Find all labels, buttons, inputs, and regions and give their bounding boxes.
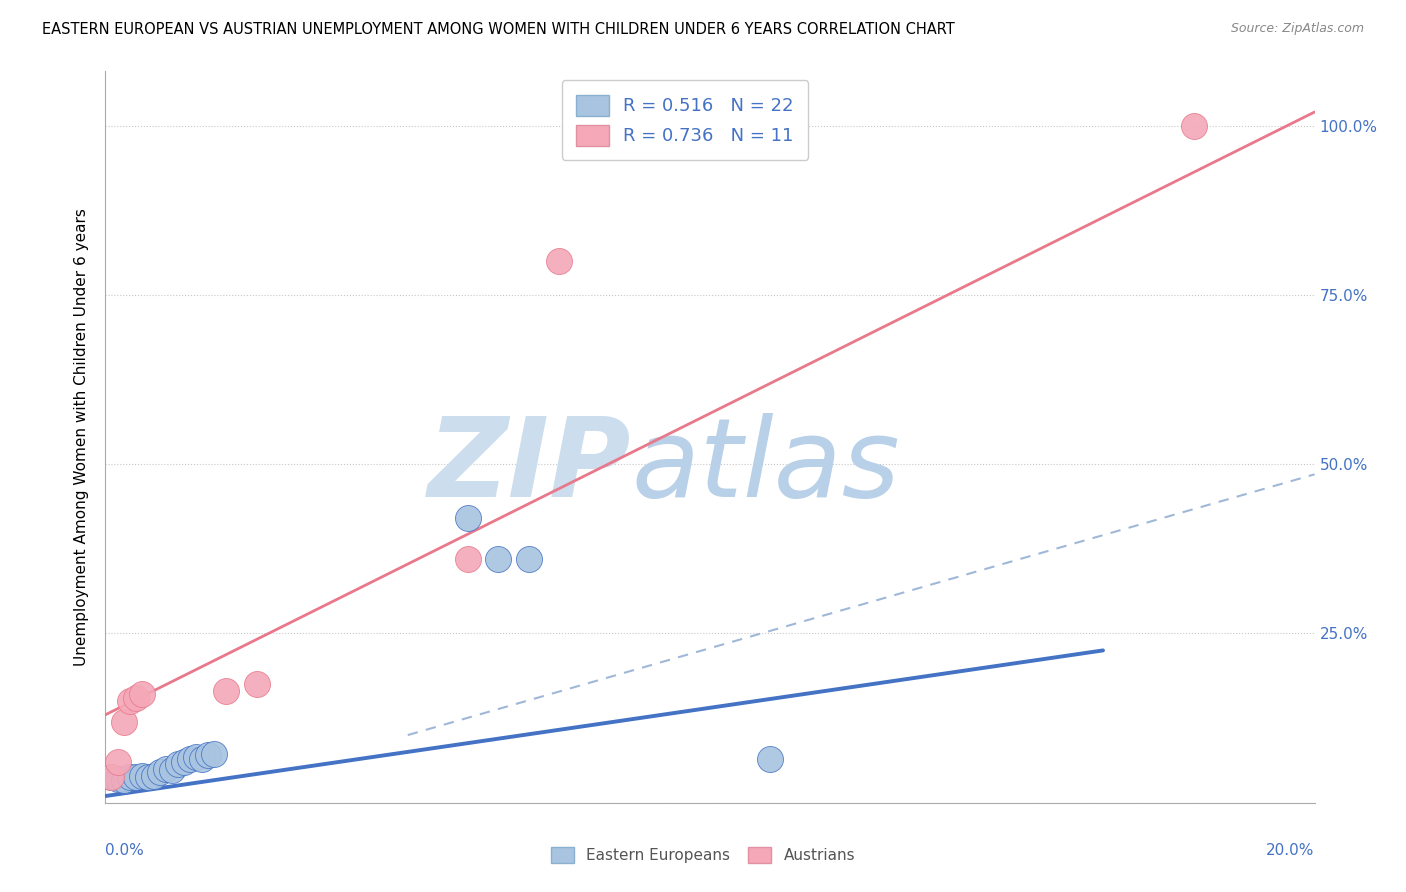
Point — [100, 770, 122, 784]
Point — [759, 752, 782, 766]
Text: Source: ZipAtlas.com: Source: ZipAtlas.com — [1230, 22, 1364, 36]
Point — [160, 764, 183, 778]
Point — [488, 552, 510, 566]
Point — [125, 690, 148, 705]
Point — [149, 765, 172, 780]
Text: atlas: atlas — [631, 413, 900, 520]
Text: 0.0%: 0.0% — [105, 843, 145, 858]
Point — [191, 752, 214, 766]
Point — [142, 769, 165, 783]
Point — [131, 688, 153, 702]
Point — [112, 714, 135, 729]
Point — [107, 755, 129, 769]
Point — [246, 677, 269, 691]
Point — [107, 772, 129, 786]
Point — [186, 749, 208, 764]
Point — [167, 756, 190, 771]
Point — [136, 770, 159, 784]
Point — [118, 770, 141, 784]
Text: ZIP: ZIP — [427, 413, 631, 520]
Point — [517, 552, 540, 566]
Point — [118, 694, 141, 708]
Point — [457, 511, 479, 525]
Legend: Eastern Europeans, Austrians: Eastern Europeans, Austrians — [543, 839, 863, 871]
Point — [131, 769, 153, 783]
Y-axis label: Unemployment Among Women with Children Under 6 years: Unemployment Among Women with Children U… — [75, 208, 90, 666]
Point — [179, 752, 201, 766]
Legend: R = 0.516   N = 22, R = 0.736   N = 11: R = 0.516 N = 22, R = 0.736 N = 11 — [562, 80, 808, 160]
Point — [202, 747, 225, 761]
Point — [197, 748, 219, 763]
Point — [173, 755, 195, 769]
Text: EASTERN EUROPEAN VS AUSTRIAN UNEMPLOYMENT AMONG WOMEN WITH CHILDREN UNDER 6 YEAR: EASTERN EUROPEAN VS AUSTRIAN UNEMPLOYMEN… — [42, 22, 955, 37]
Point — [215, 684, 238, 698]
Point — [100, 770, 122, 784]
Point — [457, 552, 479, 566]
Point — [548, 254, 571, 268]
Point — [1182, 119, 1205, 133]
Point — [112, 773, 135, 788]
Point — [125, 770, 148, 784]
Point — [155, 762, 177, 776]
Text: 20.0%: 20.0% — [1267, 843, 1315, 858]
